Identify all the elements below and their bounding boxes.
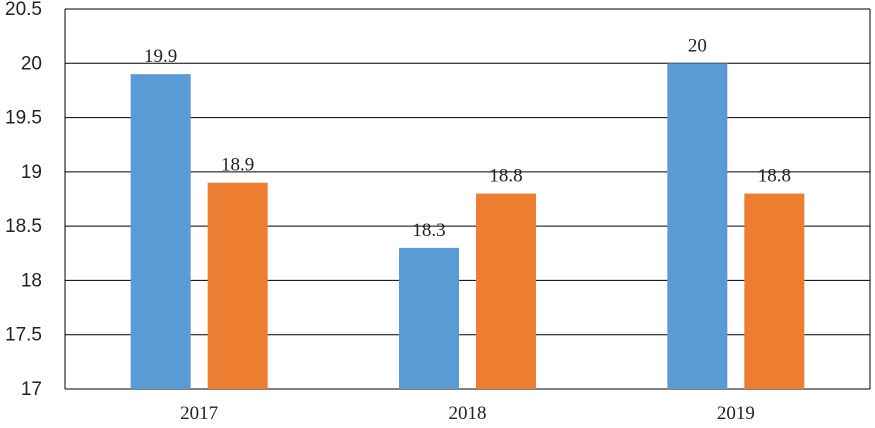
y-tick-label: 20 bbox=[21, 53, 42, 74]
x-tick-label: 2017 bbox=[180, 403, 218, 424]
x-axis-ticks: 2017 2018 2019 bbox=[180, 403, 755, 424]
data-label: 18.8 bbox=[489, 166, 522, 187]
bar-2019-series-1 bbox=[667, 63, 728, 390]
bar-2019-series-2 bbox=[744, 193, 805, 389]
data-label: 18.8 bbox=[758, 166, 791, 187]
bar-2017-series-2 bbox=[207, 182, 268, 389]
x-tick-label: 2018 bbox=[449, 403, 487, 424]
data-labels: 19.9 18.9 18.3 18.8 20 18.8 bbox=[144, 35, 791, 241]
data-label: 18.3 bbox=[412, 220, 445, 241]
y-tick-label: 19 bbox=[21, 162, 42, 183]
data-label: 20 bbox=[688, 35, 707, 56]
data-label: 18.9 bbox=[221, 155, 254, 176]
data-label: 19.9 bbox=[144, 46, 177, 67]
y-tick-label: 19.5 bbox=[5, 108, 42, 129]
y-tick-label: 17.5 bbox=[5, 325, 42, 346]
y-tick-label: 17 bbox=[21, 379, 42, 400]
bar-2017-series-1 bbox=[130, 74, 191, 390]
bar-2018-series-1 bbox=[399, 247, 459, 389]
grid bbox=[64, 8, 871, 390]
y-axis-ticks: 17 17.5 18 18.5 19 19.5 20 20.5 bbox=[5, 0, 42, 400]
y-tick-label: 20.5 bbox=[5, 0, 42, 20]
bar-2018-series-2 bbox=[476, 193, 536, 389]
x-tick-label: 2019 bbox=[717, 403, 755, 424]
y-tick-label: 18.5 bbox=[5, 216, 42, 237]
bars bbox=[130, 63, 805, 390]
y-tick-label: 18 bbox=[21, 270, 42, 291]
